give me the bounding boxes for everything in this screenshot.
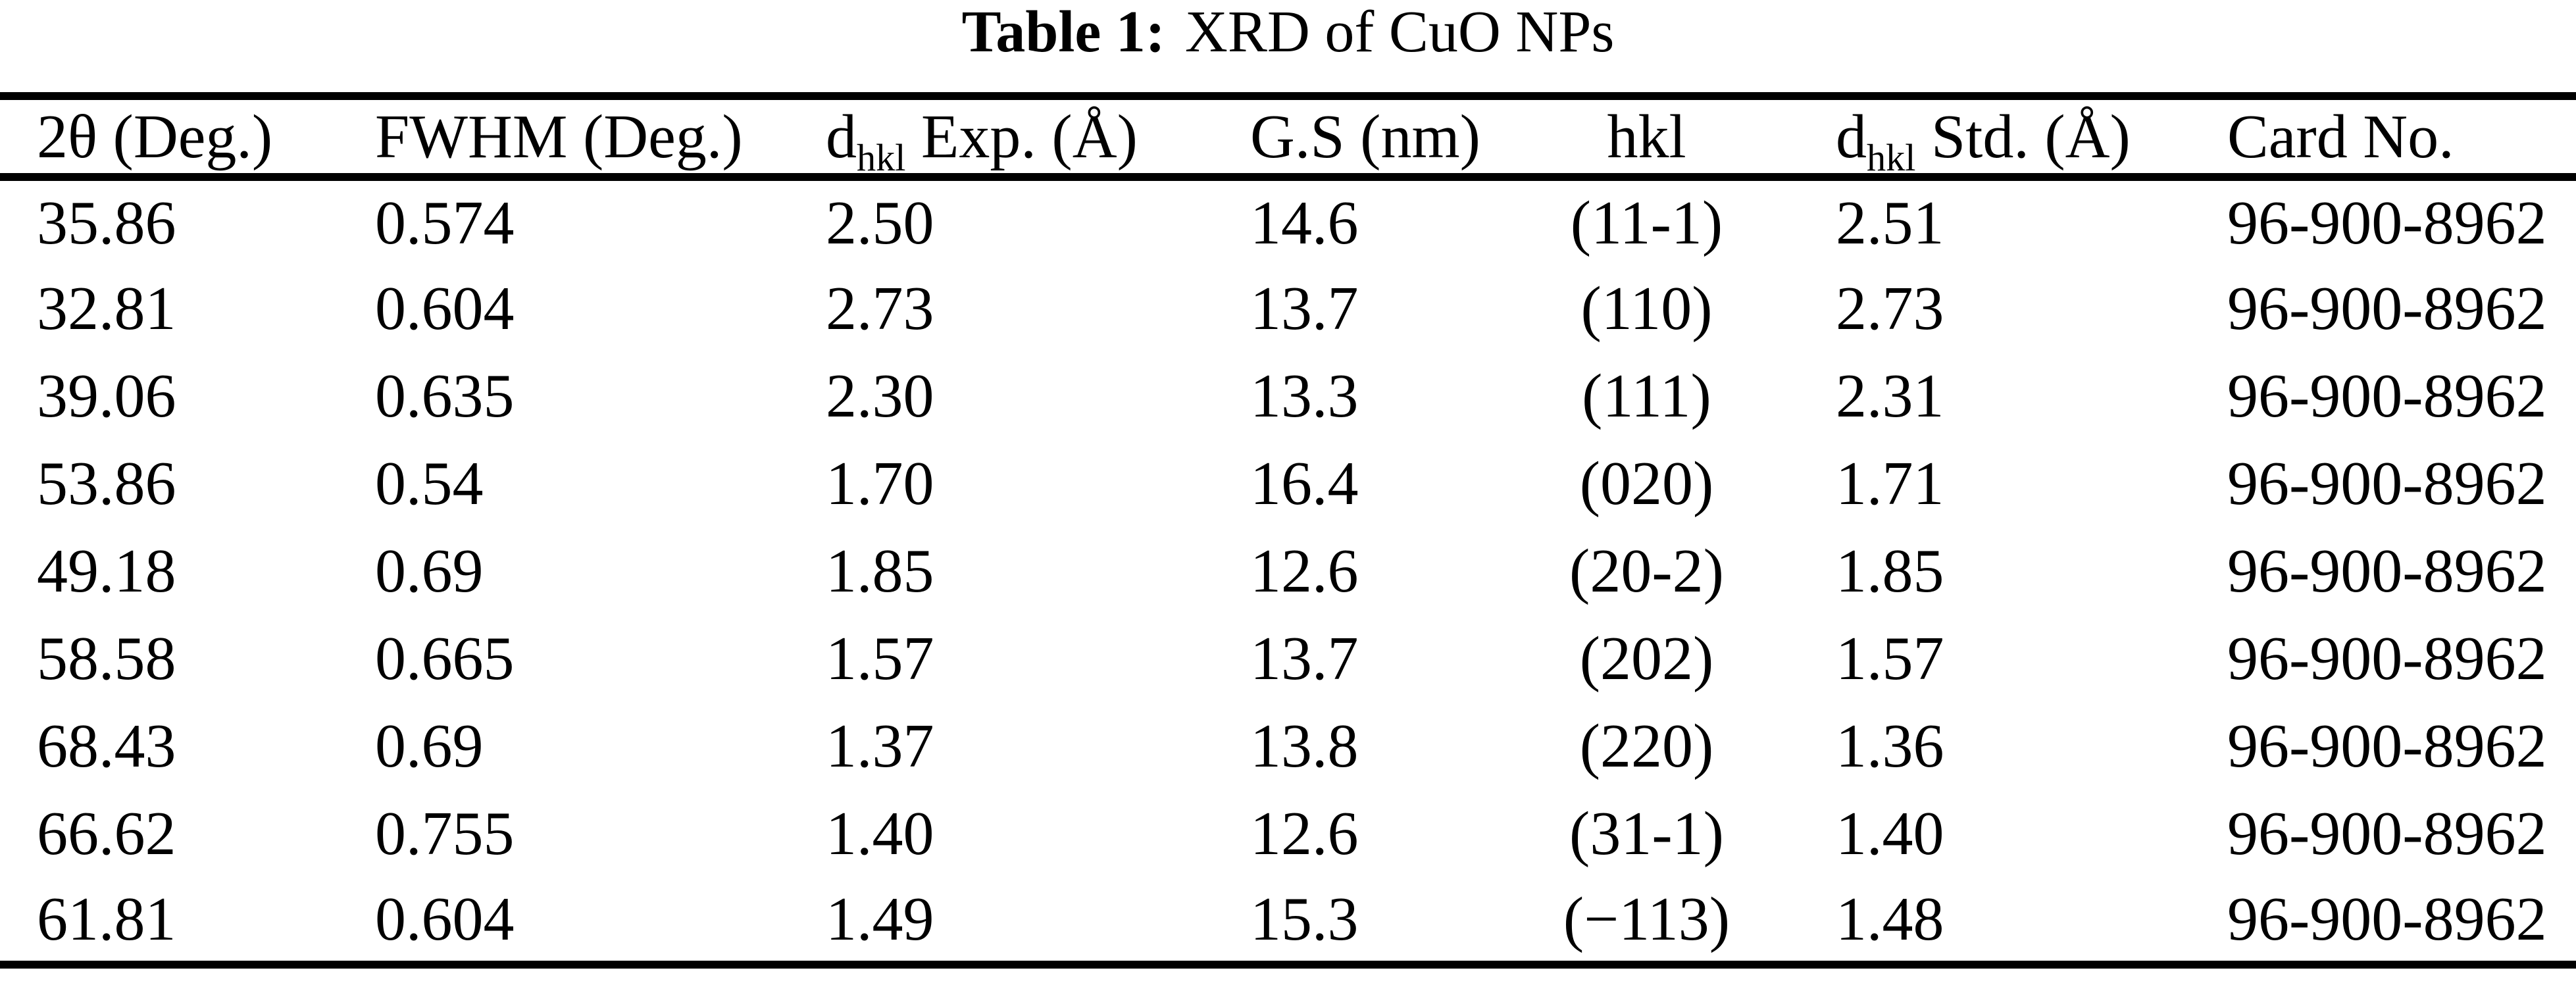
- cell-2theta: 68.43: [37, 711, 176, 780]
- table-row: 66.62 0.755 1.40 12.6 (31-1) 1.40 96-900…: [0, 790, 2576, 877]
- cell-hkl: (220): [1579, 711, 1714, 780]
- cell-fwhm: 0.755: [375, 799, 515, 868]
- header-text: 2θ (Deg.): [37, 102, 273, 171]
- cell-2theta: 61.81: [37, 884, 176, 953]
- cell-hkl: (−113): [1563, 884, 1730, 953]
- cell-2theta: 66.62: [37, 799, 176, 868]
- header-d-std: dhkl Std. (Å): [1806, 96, 2191, 181]
- header-subscript: hkl: [1867, 136, 1916, 177]
- header-2theta: 2θ (Deg.): [0, 96, 339, 181]
- cell-d-exp: 1.70: [826, 449, 934, 518]
- cell-card-no: 96-900-8962: [2227, 449, 2547, 518]
- cell-hkl: (20-2): [1569, 536, 1724, 605]
- cell-card-no: 96-900-8962: [2227, 274, 2547, 343]
- cell-fwhm: 0.635: [375, 361, 515, 430]
- header-text: FWHM (Deg.): [375, 102, 743, 171]
- table-row: 32.81 0.604 2.73 13.7 (110) 2.73 96-900-…: [0, 265, 2576, 352]
- cell-d-std: 1.48: [1836, 884, 1944, 953]
- cell-d-exp: 1.57: [826, 624, 934, 693]
- table-row: 61.81 0.604 1.49 15.3 (−113) 1.48 96-900…: [0, 877, 2576, 965]
- cell-fwhm: 0.574: [375, 188, 515, 257]
- cell-fwhm: 0.69: [375, 536, 484, 605]
- header-text: hkl: [1607, 102, 1686, 171]
- cell-fwhm: 0.604: [375, 884, 515, 953]
- table-row: 49.18 0.69 1.85 12.6 (20-2) 1.85 96-900-…: [0, 527, 2576, 615]
- table-row: 39.06 0.635 2.30 13.3 (111) 2.31 96-900-…: [0, 352, 2576, 440]
- cell-fwhm: 0.604: [375, 274, 515, 343]
- cell-gs: 15.3: [1250, 884, 1359, 953]
- cell-hkl: (020): [1579, 449, 1714, 518]
- header-d-exp: dhkl Exp. (Å): [783, 96, 1214, 181]
- cell-card-no: 96-900-8962: [2227, 624, 2547, 693]
- cell-d-exp: 2.73: [826, 274, 934, 343]
- cell-d-std: 1.36: [1836, 711, 1944, 780]
- cell-hkl: (31-1): [1569, 799, 1724, 868]
- cell-d-exp: 2.50: [826, 188, 934, 257]
- cell-d-exp: 2.30: [826, 361, 934, 430]
- cell-d-std: 1.40: [1836, 799, 1944, 868]
- cell-card-no: 96-900-8962: [2227, 884, 2547, 953]
- cell-d-std: 2.51: [1836, 188, 1944, 257]
- cell-gs: 12.6: [1250, 536, 1359, 605]
- table-row: 35.86 0.574 2.50 14.6 (11-1) 2.51 96-900…: [0, 177, 2576, 265]
- cell-card-no: 96-900-8962: [2227, 536, 2547, 605]
- cell-2theta: 53.86: [37, 449, 176, 518]
- cell-fwhm: 0.69: [375, 711, 484, 780]
- table-row: 58.58 0.665 1.57 13.7 (202) 1.57 96-900-…: [0, 615, 2576, 702]
- cell-2theta: 35.86: [37, 188, 176, 257]
- cell-card-no: 96-900-8962: [2227, 361, 2547, 430]
- cell-2theta: 39.06: [37, 361, 176, 430]
- header-text: d: [826, 102, 857, 171]
- header-text-post: Std. (Å): [1915, 102, 2131, 171]
- cell-2theta: 58.58: [37, 624, 176, 693]
- cell-gs: 12.6: [1250, 799, 1359, 868]
- cell-gs: 13.8: [1250, 711, 1359, 780]
- header-card-no: Card No.: [2191, 96, 2576, 181]
- cell-hkl: (111): [1582, 361, 1711, 430]
- cell-card-no: 96-900-8962: [2227, 799, 2547, 868]
- header-text: Card No.: [2227, 102, 2454, 171]
- table-number: Table 1:: [961, 0, 1165, 64]
- cell-card-no: 96-900-8962: [2227, 711, 2547, 780]
- cell-d-exp: 1.49: [826, 884, 934, 953]
- header-row: 2θ (Deg.) FWHM (Deg.) dhkl Exp. (Å) G.S …: [0, 96, 2576, 181]
- header-text: d: [1836, 102, 1867, 171]
- cell-d-std: 1.85: [1836, 536, 1944, 605]
- cell-hkl: (110): [1580, 274, 1713, 343]
- cell-d-std: 2.31: [1836, 361, 1944, 430]
- cell-gs: 13.3: [1250, 361, 1359, 430]
- cell-gs: 16.4: [1250, 449, 1359, 518]
- cell-2theta: 32.81: [37, 274, 176, 343]
- cell-card-no: 96-900-8962: [2227, 188, 2547, 257]
- header-gs: G.S (nm): [1214, 96, 1487, 181]
- cell-d-exp: 1.37: [826, 711, 934, 780]
- cell-d-std: 1.57: [1836, 624, 1944, 693]
- cell-fwhm: 0.665: [375, 624, 515, 693]
- cell-gs: 13.7: [1250, 624, 1359, 693]
- xrd-table: 2θ (Deg.) FWHM (Deg.) dhkl Exp. (Å) G.S …: [0, 92, 2576, 969]
- table-caption: Table 1: XRD of CuO NPs: [0, 0, 2576, 92]
- cell-hkl: (202): [1579, 624, 1714, 693]
- header-text: G.S (nm): [1250, 102, 1480, 171]
- table-title: XRD of CuO NPs: [1184, 0, 1615, 64]
- table-row: 53.86 0.54 1.70 16.4 (020) 1.71 96-900-8…: [0, 440, 2576, 527]
- header-fwhm: FWHM (Deg.): [339, 96, 783, 181]
- cell-2theta: 49.18: [37, 536, 176, 605]
- cell-d-exp: 1.40: [826, 799, 934, 868]
- table-row: 68.43 0.69 1.37 13.8 (220) 1.36 96-900-8…: [0, 702, 2576, 790]
- cell-d-std: 1.71: [1836, 449, 1944, 518]
- header-hkl: hkl: [1487, 96, 1806, 181]
- cell-gs: 14.6: [1250, 188, 1359, 257]
- header-text-post: Exp. (Å): [905, 102, 1138, 171]
- cell-gs: 13.7: [1250, 274, 1359, 343]
- cell-d-std: 2.73: [1836, 274, 1944, 343]
- cell-hkl: (11-1): [1570, 188, 1723, 257]
- cell-d-exp: 1.85: [826, 536, 934, 605]
- cell-fwhm: 0.54: [375, 449, 484, 518]
- header-subscript: hkl: [857, 136, 906, 177]
